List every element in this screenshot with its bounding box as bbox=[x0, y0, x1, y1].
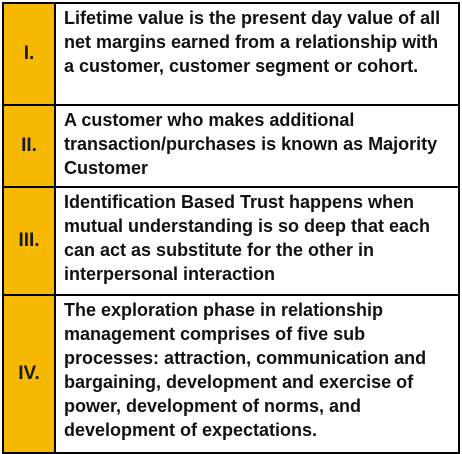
statement-number: I. bbox=[2, 2, 56, 106]
statement-row: IV. The exploration phase in relationshi… bbox=[2, 294, 460, 454]
statement-row: I. Lifetime value is the present day val… bbox=[2, 2, 460, 106]
statement-row: III. Identification Based Trust happens … bbox=[2, 186, 460, 296]
statement-number: III. bbox=[2, 186, 56, 296]
statement-row: II. A customer who makes additional tran… bbox=[2, 104, 460, 188]
statement-text: Identification Based Trust happens when … bbox=[54, 186, 460, 296]
statement-number: II. bbox=[2, 104, 56, 188]
statement-text: The exploration phase in relationship ma… bbox=[54, 294, 460, 454]
statement-text: A customer who makes additional transact… bbox=[54, 104, 460, 188]
statement-text: Lifetime value is the present day value … bbox=[54, 2, 460, 106]
statement-number: IV. bbox=[2, 294, 56, 454]
